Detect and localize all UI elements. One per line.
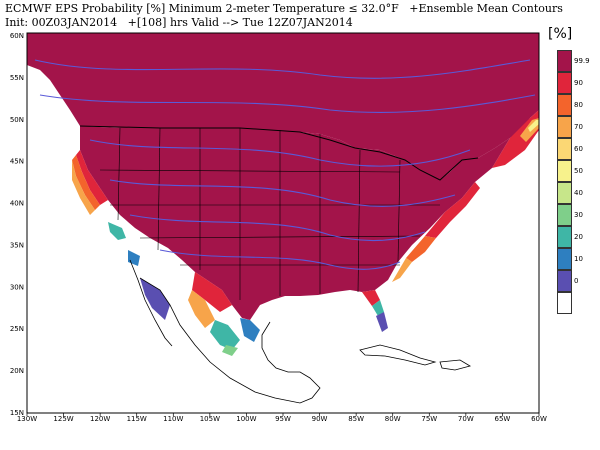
x-tick-label: 75W (421, 415, 437, 423)
legend-swatch (557, 72, 572, 94)
x-tick-label: 95W (275, 415, 291, 423)
legend-label: 50 (574, 167, 583, 175)
mexico-outline (139, 277, 321, 404)
x-tick-label: 100W (236, 415, 256, 423)
x-tick-label: 80W (385, 415, 401, 423)
mexico-70 (188, 290, 215, 328)
x-tick-label: 90W (312, 415, 328, 423)
legend-swatch (557, 116, 572, 138)
y-tick-label: 20N (10, 367, 24, 375)
legend-label: 60 (574, 145, 583, 153)
legend-label: 99.9 (574, 57, 590, 65)
ensemble-contours (34, 59, 536, 270)
west-coast-70 (72, 160, 95, 215)
mexico-10 (240, 318, 260, 342)
florida-90 (362, 290, 380, 306)
legend-swatch (557, 292, 572, 314)
legend-label: 80 (574, 101, 583, 109)
legend-label: 30 (574, 211, 583, 219)
baja-0 (140, 278, 170, 320)
legend-label: 10 (574, 255, 583, 263)
x-tick-label: 115W (127, 415, 147, 423)
baja-outline (129, 259, 173, 347)
east-coast-70 (392, 258, 412, 282)
legend-label: 40 (574, 189, 583, 197)
y-tick-label: 55N (10, 74, 24, 82)
y-tick-label: 25N (10, 325, 24, 333)
x-tick-label: 60W (531, 415, 547, 423)
east-coast-90 (425, 182, 480, 238)
y-tick-label: 40N (10, 200, 24, 208)
west-coast-80 (72, 155, 100, 210)
legend-swatch (557, 248, 572, 270)
hispaniola (439, 359, 472, 371)
east-coast-80 (406, 236, 436, 262)
legend-title: [%] (548, 26, 573, 42)
y-tick-label: 45N (10, 158, 24, 166)
x-tick-label: 130W (17, 415, 37, 423)
x-tick-label: 120W (90, 415, 110, 423)
y-tick-label: 35N (10, 241, 24, 249)
legend-label: 90 (574, 79, 583, 87)
mexico-30 (222, 345, 238, 356)
state-lines (99, 127, 440, 300)
florida-0 (376, 312, 388, 332)
legend-swatch (557, 160, 572, 182)
cuba (359, 344, 437, 366)
map-title: ECMWF EPS Probability [%] Minimum 2-mete… (5, 2, 563, 15)
legend-swatch (557, 270, 572, 292)
legend-label: 0 (574, 277, 579, 285)
x-tick-label: 125W (53, 415, 73, 423)
west-coast-90 (76, 150, 108, 205)
legend-label: 70 (574, 123, 583, 131)
legend-swatch (557, 204, 572, 226)
mexico-20 (210, 320, 240, 350)
x-tick-label: 105W (200, 415, 220, 423)
ne-gradient-50 (528, 120, 539, 132)
florida-20 (372, 300, 384, 316)
california-20 (108, 222, 126, 240)
x-axis-ticks: 130W 125W 120W 115W 110W 105W 100W 95W 90W 85W 80W… (17, 413, 547, 423)
y-tick-label: 30N (10, 283, 24, 291)
legend-swatch (557, 50, 572, 72)
mexico-90 (192, 272, 232, 312)
us-canada-border (79, 125, 479, 181)
legend-swatch (557, 138, 572, 160)
legend-label: 20 (574, 233, 583, 241)
legend-swatch (557, 182, 572, 204)
x-tick-label: 70W (458, 415, 474, 423)
ne-gradient-90 (492, 110, 539, 168)
x-tick-label: 65W (495, 415, 511, 423)
legend-swatch (557, 226, 572, 248)
y-tick-label: 50N (10, 116, 24, 124)
legend-swatch (557, 94, 572, 116)
y-tick-label: 15N (10, 409, 24, 417)
map-subtitle: Init: 00Z03JAN2014 +[108] hrs Valid --> … (5, 16, 353, 29)
conus-region (80, 126, 510, 320)
y-axis-ticks: 60N 55N 50N 45N 40N 35N 30N 25N 20N 15N (10, 32, 24, 417)
y-tick-label: 60N (10, 32, 24, 40)
x-tick-label: 85W (348, 415, 364, 423)
x-tick-label: 110W (163, 415, 183, 423)
